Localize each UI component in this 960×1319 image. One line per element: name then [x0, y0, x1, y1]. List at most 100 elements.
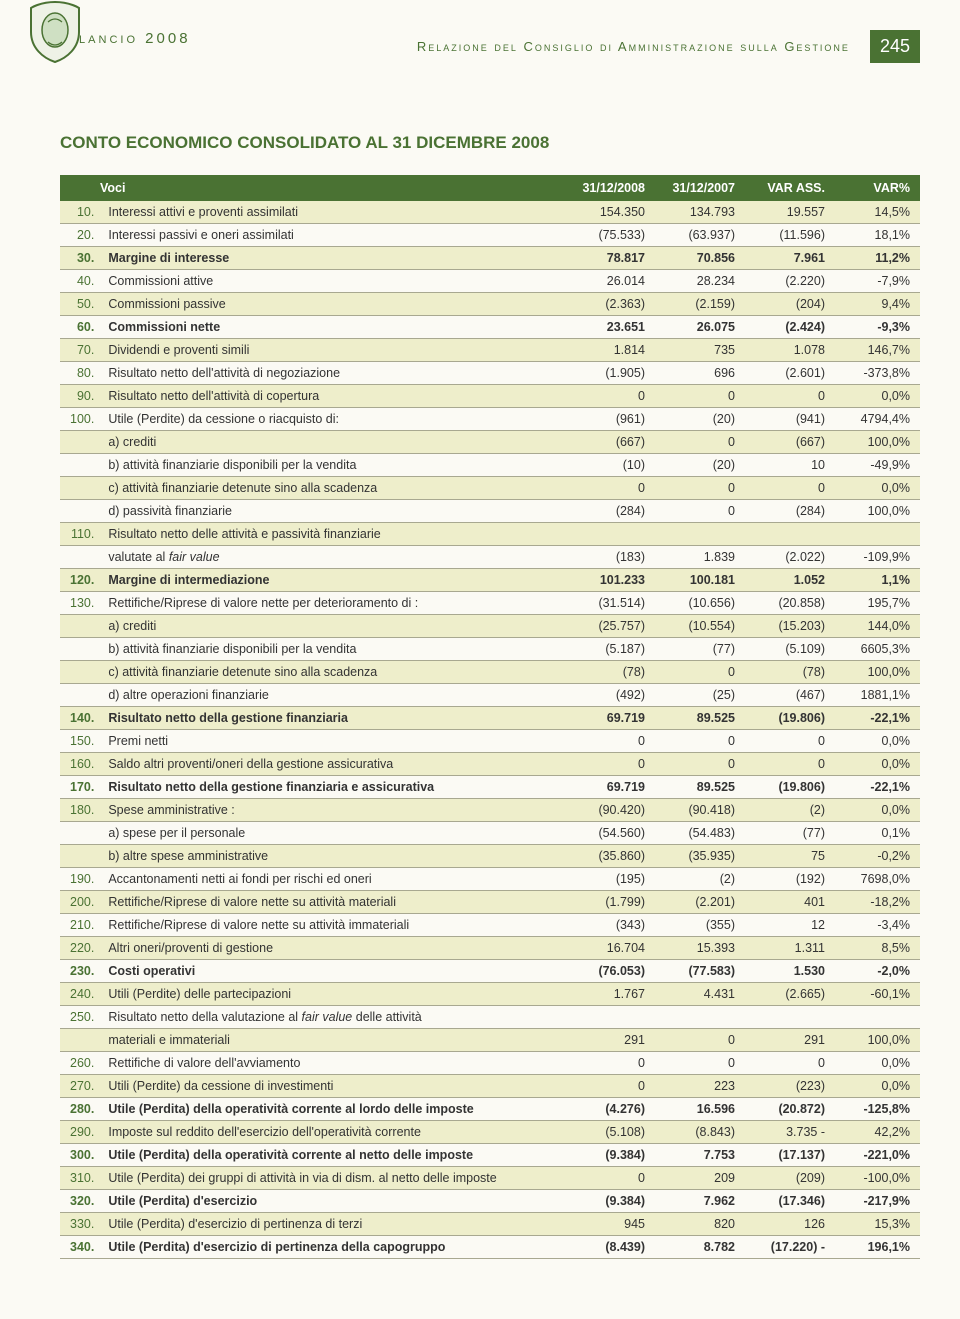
table-row: b) altre spese amministrative(35.860)(35…: [60, 845, 920, 868]
row-value: (31.514): [565, 592, 655, 615]
row-value: 4.431: [655, 983, 745, 1006]
page-header: Bilancio 2008 Relazione del Consiglio di…: [60, 30, 920, 63]
row-number: 340.: [60, 1236, 98, 1259]
row-value: (20): [655, 454, 745, 477]
table-row: 120.Margine di intermediazione101.233100…: [60, 569, 920, 592]
table-row: a) crediti(25.757)(10.554)(15.203)144,0%: [60, 615, 920, 638]
row-value: (1.799): [565, 891, 655, 914]
row-value: (35.860): [565, 845, 655, 868]
table-row: 140.Risultato netto della gestione finan…: [60, 707, 920, 730]
row-value: 209: [655, 1167, 745, 1190]
row-value: (2.022): [745, 546, 835, 569]
row-label: Imposte sul reddito dell'esercizio dell'…: [98, 1121, 565, 1144]
row-label: Utile (Perdita) della operatività corren…: [98, 1144, 565, 1167]
row-value: (90.418): [655, 799, 745, 822]
col-varpct: VAR%: [835, 175, 920, 201]
row-label: Saldo altri proventi/oneri della gestion…: [98, 753, 565, 776]
row-value: (4.276): [565, 1098, 655, 1121]
row-value: 100,0%: [835, 1029, 920, 1052]
row-label: Risultato netto della gestione finanziar…: [98, 776, 565, 799]
row-value: (9.384): [565, 1144, 655, 1167]
row-number: 290.: [60, 1121, 98, 1144]
row-number: 30.: [60, 247, 98, 270]
row-value: 0: [565, 385, 655, 408]
row-value: 1.052: [745, 569, 835, 592]
table-row: valutate al fair value(183)1.839(2.022)-…: [60, 546, 920, 569]
row-label: Risultato netto della valutazione al fai…: [98, 1006, 565, 1029]
row-number: 20.: [60, 224, 98, 247]
row-value: (209): [745, 1167, 835, 1190]
row-value: (284): [565, 500, 655, 523]
row-value: 0: [655, 385, 745, 408]
row-value: 0: [655, 1029, 745, 1052]
row-value: 0: [565, 1167, 655, 1190]
row-value: 26.075: [655, 316, 745, 339]
row-value: -109,9%: [835, 546, 920, 569]
row-value: (15.203): [745, 615, 835, 638]
row-label: Utili (Perdite) da cessione di investime…: [98, 1075, 565, 1098]
row-value: (2.220): [745, 270, 835, 293]
row-value: -0,2%: [835, 845, 920, 868]
row-label: Utili (Perdite) delle partecipazioni: [98, 983, 565, 1006]
row-value: (63.937): [655, 224, 745, 247]
row-label: d) altre operazioni finanziarie: [98, 684, 565, 707]
row-number: 210.: [60, 914, 98, 937]
row-label: materiali e immateriali: [98, 1029, 565, 1052]
row-value: 154.350: [565, 201, 655, 224]
row-value: 0,0%: [835, 477, 920, 500]
section-title: CONTO ECONOMICO CONSOLIDATO AL 31 DICEMB…: [60, 133, 920, 153]
row-value: 75: [745, 845, 835, 868]
row-value: (961): [565, 408, 655, 431]
row-number: [60, 822, 98, 845]
row-label: Utile (Perdita) d'esercizio di pertinenz…: [98, 1236, 565, 1259]
row-label: a) crediti: [98, 431, 565, 454]
row-value: -221,0%: [835, 1144, 920, 1167]
row-number: [60, 454, 98, 477]
row-value: 945: [565, 1213, 655, 1236]
row-value: 89.525: [655, 707, 745, 730]
row-value: (5.109): [745, 638, 835, 661]
row-label: Altri oneri/proventi di gestione: [98, 937, 565, 960]
row-value: 0,0%: [835, 1052, 920, 1075]
table-row: 100.Utile (Perdite) da cessione o riacqu…: [60, 408, 920, 431]
table-row: 40.Commissioni attive26.01428.234(2.220)…: [60, 270, 920, 293]
row-label: Rettifiche di valore dell'avviamento: [98, 1052, 565, 1075]
row-value: 0: [565, 1052, 655, 1075]
row-number: [60, 845, 98, 868]
row-value: (54.560): [565, 822, 655, 845]
row-label: Risultato netto delle attività e passivi…: [98, 523, 565, 546]
row-label: Utile (Perdita) d'esercizio: [98, 1190, 565, 1213]
row-value: [655, 523, 745, 546]
table-row: 50.Commissioni passive(2.363)(2.159)(204…: [60, 293, 920, 316]
row-value: 10: [745, 454, 835, 477]
row-value: 144,0%: [835, 615, 920, 638]
row-value: 7.753: [655, 1144, 745, 1167]
row-value: (77): [745, 822, 835, 845]
row-value: (78): [745, 661, 835, 684]
row-value: (667): [745, 431, 835, 454]
row-value: [745, 1006, 835, 1029]
row-number: 330.: [60, 1213, 98, 1236]
row-value: 69.719: [565, 776, 655, 799]
row-number: 120.: [60, 569, 98, 592]
row-number: 320.: [60, 1190, 98, 1213]
row-label: Rettifiche/Riprese di valore nette per d…: [98, 592, 565, 615]
row-value: 1.530: [745, 960, 835, 983]
row-value: 291: [565, 1029, 655, 1052]
row-label: Utile (Perdita) della operatività corren…: [98, 1098, 565, 1121]
row-value: 69.719: [565, 707, 655, 730]
table-row: 240.Utili (Perdite) delle partecipazioni…: [60, 983, 920, 1006]
row-value: 18,1%: [835, 224, 920, 247]
row-value: 6605,3%: [835, 638, 920, 661]
row-number: 190.: [60, 868, 98, 891]
row-value: (2.424): [745, 316, 835, 339]
row-value: 0: [655, 431, 745, 454]
row-value: 28.234: [655, 270, 745, 293]
row-value: -125,8%: [835, 1098, 920, 1121]
col-voci: Voci: [60, 175, 565, 201]
row-value: (77): [655, 638, 745, 661]
row-label: Premi netti: [98, 730, 565, 753]
row-number: 170.: [60, 776, 98, 799]
row-value: 101.233: [565, 569, 655, 592]
row-value: 100,0%: [835, 661, 920, 684]
